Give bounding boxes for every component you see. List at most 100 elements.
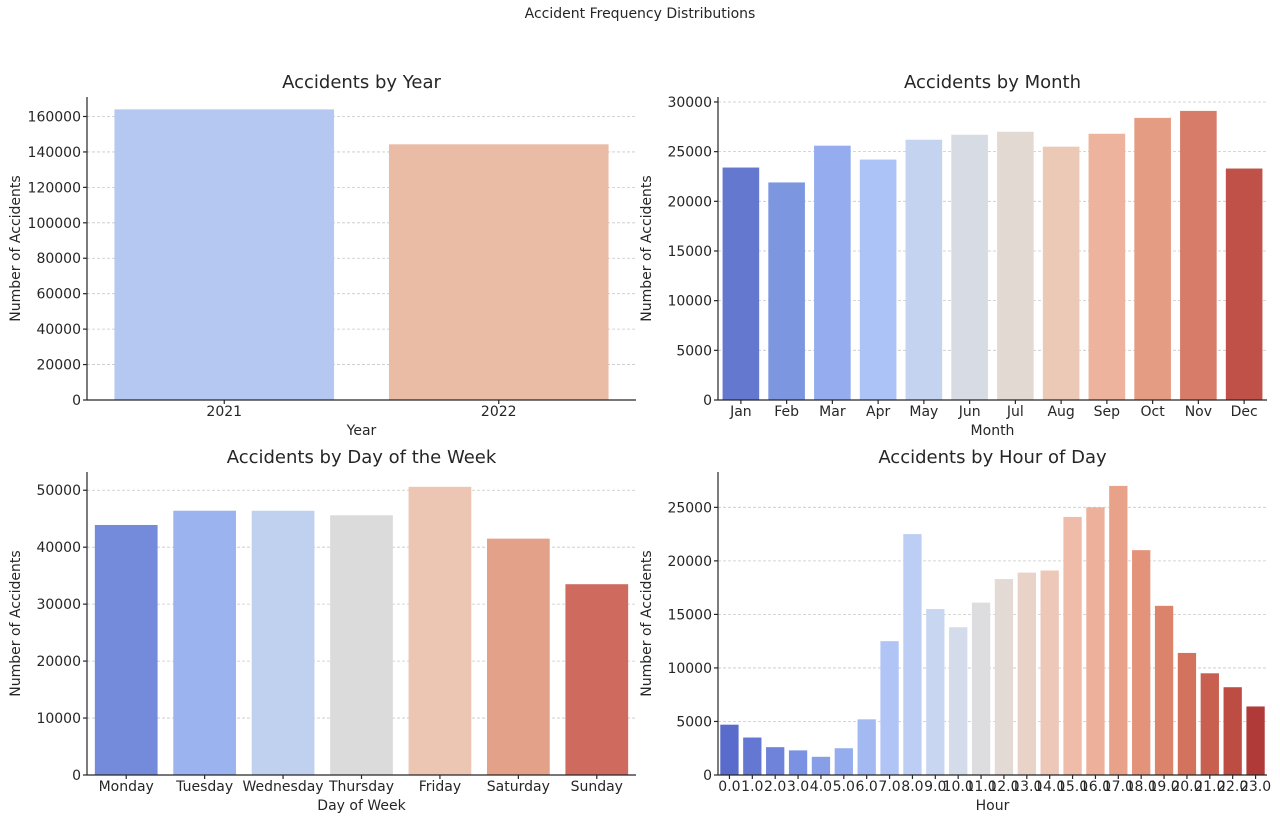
y-tick-label: 20000 bbox=[36, 358, 81, 374]
chart-panel-day-of-week: 0 10000 20000 30000 40000 50000 Monday Tuesday W… bbox=[8, 447, 636, 814]
bar-17-0 bbox=[1109, 485, 1128, 775]
bar-7-0 bbox=[880, 641, 899, 775]
y-tick-label: 0 bbox=[72, 393, 81, 409]
bar-15-0 bbox=[1063, 516, 1082, 775]
bar-friday bbox=[408, 486, 472, 775]
x-tick-label: 14.0 bbox=[1034, 779, 1065, 795]
bar-2-0 bbox=[766, 747, 785, 775]
x-tick-label: 21.0 bbox=[1194, 779, 1225, 795]
y-tick-label: 0 bbox=[703, 768, 712, 784]
y-axis-label: Number of Accidents bbox=[639, 550, 655, 696]
chart-title: Accidents by Day of the Week bbox=[227, 447, 497, 468]
bar-2021 bbox=[114, 109, 335, 401]
y-tick-label: 20000 bbox=[667, 194, 712, 210]
x-tick-label: 2.0 bbox=[764, 779, 786, 795]
x-tick-label: Dec bbox=[1231, 404, 1258, 420]
bar-14-0 bbox=[1040, 570, 1059, 775]
chart-panel-month: 0 5000 10000 15000 20000 25000 30000 Jan Feb Mar A… bbox=[639, 72, 1267, 439]
y-tick-label: 25000 bbox=[667, 500, 712, 516]
x-tick-label: Friday bbox=[419, 779, 461, 795]
y-tick-label: 80000 bbox=[36, 251, 81, 267]
x-tick-label: Nov bbox=[1185, 404, 1212, 420]
x-tick-label: Jul bbox=[1006, 404, 1024, 420]
x-tick-label: 13.0 bbox=[1011, 779, 1042, 795]
y-tick-label: 40000 bbox=[36, 322, 81, 338]
x-tick-label: 19.0 bbox=[1148, 779, 1179, 795]
bar-oct bbox=[1134, 117, 1171, 400]
x-tick-label: Jun bbox=[958, 404, 981, 420]
y-tick-label: 20000 bbox=[36, 654, 81, 670]
bar-feb bbox=[768, 182, 805, 400]
y-axis-label: Number of Accidents bbox=[639, 175, 655, 321]
bar-1-0 bbox=[743, 737, 762, 775]
y-tick-label: 120000 bbox=[28, 180, 81, 196]
bar-tuesday bbox=[173, 510, 237, 775]
y-tick-label: 15000 bbox=[667, 607, 712, 623]
y-tick-label: 0 bbox=[703, 393, 712, 409]
bar-wednesday bbox=[251, 510, 315, 775]
x-tick-label: Aug bbox=[1047, 404, 1074, 420]
bar-22-0 bbox=[1223, 687, 1242, 775]
x-axis-label: Year bbox=[346, 423, 377, 439]
y-tick-label: 5000 bbox=[676, 714, 712, 730]
x-tick-label: 17.0 bbox=[1103, 779, 1134, 795]
x-tick-label: 2022 bbox=[481, 404, 517, 420]
x-axis-label: Month bbox=[971, 423, 1015, 439]
y-tick-label: 40000 bbox=[36, 540, 81, 556]
bar-20-0 bbox=[1177, 652, 1197, 775]
chart-title: Accidents by Year bbox=[282, 72, 441, 93]
x-tick-label: 1.0 bbox=[741, 779, 763, 795]
chart-title: Accidents by Hour of Day bbox=[878, 447, 1107, 468]
y-tick-label: 140000 bbox=[28, 145, 81, 161]
y-tick-label: 25000 bbox=[667, 145, 712, 161]
x-tick-label: Sunday bbox=[571, 779, 623, 795]
x-tick-label: 12.0 bbox=[988, 779, 1019, 795]
bar-2022 bbox=[388, 144, 609, 400]
bar-aug bbox=[1042, 146, 1080, 400]
y-axis-label: Number of Accidents bbox=[8, 175, 24, 321]
bar-0-0 bbox=[720, 724, 739, 775]
y-tick-label: 5000 bbox=[676, 343, 712, 359]
x-tick-label: Sep bbox=[1094, 404, 1121, 420]
x-tick-label: 0.0 bbox=[718, 779, 740, 795]
bar-4-0 bbox=[811, 756, 831, 775]
x-tick-label: 7.0 bbox=[878, 779, 900, 795]
y-axis-label: Number of Accidents bbox=[8, 550, 24, 696]
x-tick-label: Mar bbox=[819, 404, 846, 420]
y-tick-label: 20000 bbox=[667, 554, 712, 570]
y-tick-label: 10000 bbox=[36, 711, 81, 727]
x-tick-label: Monday bbox=[99, 779, 154, 795]
bar-13-0 bbox=[1017, 572, 1036, 775]
x-tick-label: Apr bbox=[866, 404, 890, 420]
bar-sep bbox=[1088, 133, 1126, 400]
y-tick-label: 30000 bbox=[36, 597, 81, 613]
bar-may bbox=[905, 139, 943, 401]
chart-panel-hour: 0 5000 10000 15000 20000 25000 0.0 1.0 2.0 3.0 4.0… bbox=[639, 447, 1271, 814]
x-tick-label: 16.0 bbox=[1080, 779, 1111, 795]
bar-saturday bbox=[486, 538, 550, 775]
y-tick-label: 60000 bbox=[36, 287, 81, 303]
chart-title: Accidents by Month bbox=[904, 72, 1081, 93]
bar-12-0 bbox=[994, 579, 1014, 775]
bar-5-0 bbox=[834, 748, 853, 775]
bar-jul bbox=[997, 131, 1034, 400]
x-tick-label: Wednesday bbox=[243, 779, 324, 795]
bar-11-0 bbox=[971, 602, 991, 775]
y-tick-label: 100000 bbox=[28, 216, 81, 232]
x-tick-label: 10.0 bbox=[943, 779, 974, 795]
bar-sunday bbox=[565, 584, 629, 775]
figure-title: Accident Frequency Distributions bbox=[524, 6, 756, 22]
bar-nov bbox=[1180, 110, 1217, 400]
bar-jan bbox=[722, 167, 760, 400]
y-tick-label: 10000 bbox=[667, 661, 712, 677]
x-tick-label: Feb bbox=[774, 404, 799, 420]
bar-3-0 bbox=[788, 750, 808, 775]
x-tick-label: May bbox=[909, 404, 938, 420]
bar-dec bbox=[1225, 168, 1263, 400]
chart-panel-year: 0 20000 40000 60000 80000 100000 120000 140000 1… bbox=[8, 72, 636, 439]
bar-9-0 bbox=[926, 609, 945, 775]
y-tick-label: 30000 bbox=[667, 95, 712, 111]
x-tick-label: 15.0 bbox=[1057, 779, 1088, 795]
bar-monday bbox=[94, 524, 158, 775]
